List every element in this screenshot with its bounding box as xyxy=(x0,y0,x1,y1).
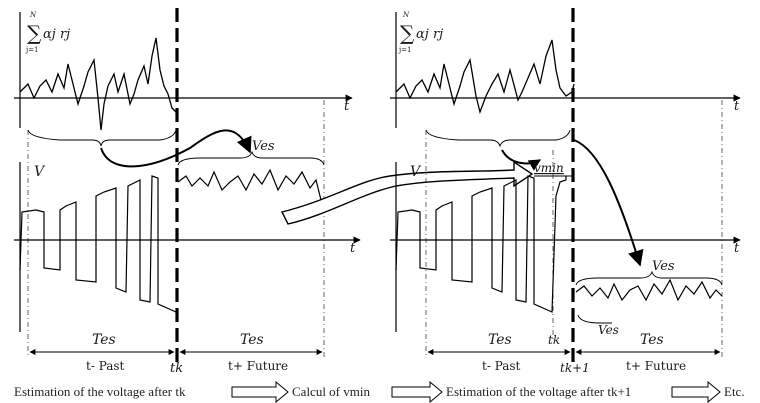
caption-arrow-1 xyxy=(231,380,289,403)
right-voltage-future xyxy=(575,278,723,302)
right-ves-top-brace xyxy=(575,270,723,286)
caption-arrow-3 xyxy=(671,380,721,403)
caption-step3: Estimation of the voltage after tk+1 xyxy=(446,384,631,399)
left-tes-future: Tes xyxy=(240,332,264,348)
right-tk1-label: tk+1 xyxy=(560,361,590,375)
left-top-t-label: t xyxy=(344,99,350,114)
right-bottom-t-label: t xyxy=(734,241,740,256)
left-tk-label: tk xyxy=(170,361,183,376)
left-v-label: V xyxy=(34,164,46,180)
caption-step4: Etc. xyxy=(724,384,745,399)
caption-row: Estimation of the voltage after tk Calcu… xyxy=(14,380,745,403)
left-sum-lower: j=1 xyxy=(25,46,39,54)
left-voltage-future xyxy=(177,168,323,205)
left-sum-symbol: ∑ xyxy=(27,21,42,45)
right-ves-bottom-label: Ves xyxy=(598,323,619,337)
left-top-signal xyxy=(19,37,177,131)
left-voltage-past xyxy=(19,175,177,313)
right-panel: ∑ N j=1 αj rj t V t vmin Ves Ves tk Tes … xyxy=(390,8,741,375)
left-t-past: t- Past xyxy=(86,359,125,373)
left-ves-brace xyxy=(177,150,325,166)
caption-step1: Estimation of the voltage after tk xyxy=(14,384,186,399)
left-tes-past: Tes xyxy=(92,332,116,348)
right-tes-past: Tes xyxy=(488,332,512,348)
left-sum-term: αj rj xyxy=(43,27,70,42)
left-sum-upper: N xyxy=(29,11,37,19)
left-panel: ∑ N j=1 αj rj t Ves V t Tes t- Past tk T… xyxy=(14,8,361,376)
right-sum-upper: N xyxy=(402,11,410,19)
right-tes-future: Tes xyxy=(640,332,664,348)
caption-arrow-2 xyxy=(391,380,443,403)
left-curve-arrow xyxy=(100,129,252,168)
right-tk-label: tk xyxy=(548,333,560,347)
transfer-arrow xyxy=(280,160,534,225)
left-ves-label: Ves xyxy=(252,139,275,154)
right-sum-symbol: ∑ xyxy=(400,21,415,45)
right-sum-lower: j=1 xyxy=(398,46,412,54)
right-vmin-label: vmin xyxy=(534,161,564,175)
right-top-signal xyxy=(395,39,575,115)
right-voltage-past xyxy=(395,175,567,313)
right-ves-bottom-brace xyxy=(577,314,612,324)
right-top-t-label: t xyxy=(734,99,740,114)
left-t-future: t+ Future xyxy=(228,359,288,373)
right-vmin-arrow xyxy=(501,149,542,171)
right-sum-term: αj rj xyxy=(416,27,443,42)
right-v-label: V xyxy=(410,164,422,180)
right-curve-arrow xyxy=(573,139,644,267)
left-past-brace xyxy=(27,129,177,147)
right-ves-top-label: Ves xyxy=(652,259,675,274)
caption-step2: Calcul of vmin xyxy=(292,384,370,399)
left-bottom-t-label: t xyxy=(350,241,356,256)
right-t-past: t- Past xyxy=(482,359,521,373)
right-t-future: t+ Future xyxy=(626,359,686,373)
right-past-brace xyxy=(425,129,571,148)
